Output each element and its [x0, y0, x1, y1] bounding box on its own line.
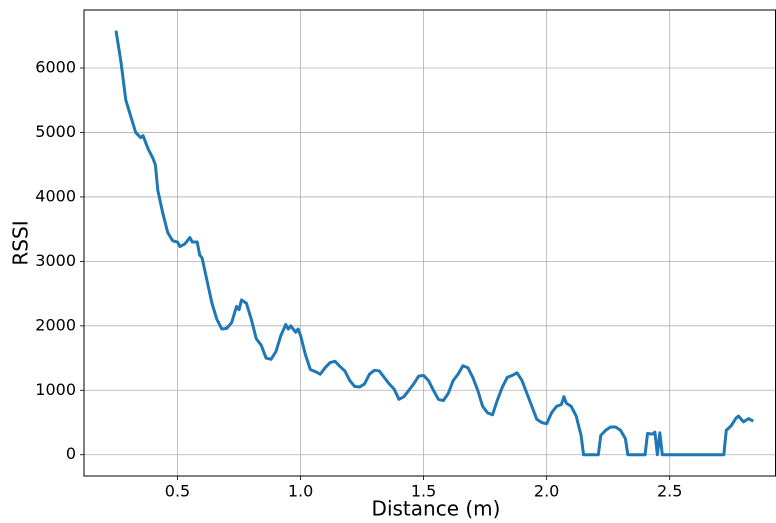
- x-tick-label: 0.5: [165, 482, 190, 501]
- y-tick-label: 0: [66, 444, 76, 463]
- x-tick-label: 2.0: [534, 482, 559, 501]
- y-tick-label: 1000: [35, 380, 76, 399]
- plot-frame: [83, 9, 776, 477]
- x-tick-label: 2.5: [657, 482, 682, 501]
- y-tick-label: 6000: [35, 58, 76, 77]
- y-tick-label: 4000: [35, 186, 76, 205]
- data-line: [114, 30, 755, 457]
- y-tick-label: 2000: [35, 315, 76, 334]
- x-axis-label: Distance (m): [372, 497, 501, 521]
- x-tick-label: 1.5: [411, 482, 436, 501]
- x-tick-label: 1.0: [288, 482, 313, 501]
- y-axis-label: RSSI: [9, 220, 33, 265]
- y-tick-label: 5000: [35, 122, 76, 141]
- y-tick-label: 3000: [35, 251, 76, 270]
